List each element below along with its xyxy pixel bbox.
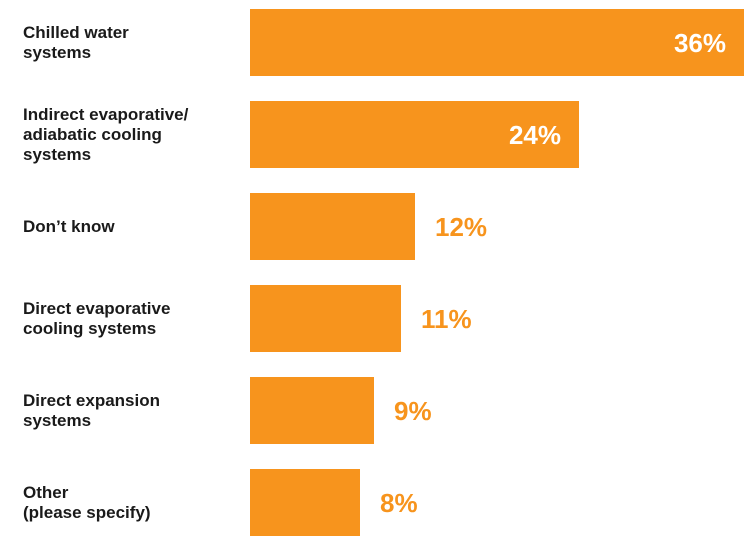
category-label: Indirect evaporative/ adiabatic cooling … xyxy=(23,104,189,164)
category-label: Direct evaporative cooling systems xyxy=(23,298,171,338)
category-label: Chilled water systems xyxy=(23,22,129,62)
value-label: 8% xyxy=(380,487,418,518)
bar xyxy=(250,193,415,260)
bar xyxy=(250,377,374,444)
bar xyxy=(250,9,744,76)
value-label: 11% xyxy=(421,303,472,334)
category-label: Other (please specify) xyxy=(23,482,151,522)
category-label: Don’t know xyxy=(23,216,115,236)
bar xyxy=(250,285,401,352)
category-label: Direct expansion systems xyxy=(23,390,160,430)
value-label: 24% xyxy=(508,119,561,150)
bar xyxy=(250,469,360,536)
value-label: 12% xyxy=(435,211,488,242)
bar xyxy=(250,101,579,168)
value-label: 36% xyxy=(673,27,726,58)
value-label: 9% xyxy=(394,395,432,426)
